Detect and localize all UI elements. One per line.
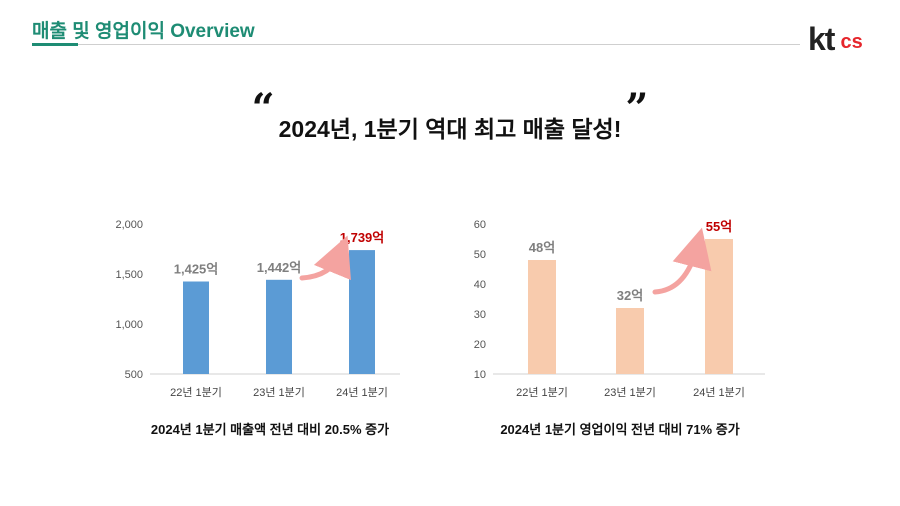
revenue-growth-arrow	[299, 235, 351, 281]
revenue-bar	[349, 250, 375, 374]
page-title: 매출 및 영업이익 Overview	[32, 21, 255, 42]
logo-kt-text: kt	[808, 21, 835, 57]
close-quote-mark: ”	[625, 85, 649, 132]
revenue-bar	[183, 281, 209, 374]
revenue-category-label: 22년 1분기	[170, 386, 222, 399]
headline-text: 2024년, 1분기 역대 최고 매출 달성!	[278, 116, 622, 142]
title-underline-accent	[32, 43, 78, 46]
title-divider	[78, 44, 800, 45]
revenue-bar	[266, 279, 292, 374]
revenue-data-label: 1,425억	[174, 262, 219, 277]
headline: “ 2024년, 1분기 역대 최고 매출 달성! ”	[0, 85, 900, 144]
revenue-ytick-label: 500	[125, 369, 143, 381]
logo-cs-text: cs	[840, 31, 863, 53]
revenue-caption: 2024년 1분기 매출액 전년 대비 20.5% 증가	[150, 422, 390, 437]
kt-cs-logo: kt cs	[808, 20, 863, 57]
revenue-data-label: 1,739억	[340, 230, 385, 245]
open-quote-mark: “	[251, 85, 275, 132]
revenue-ytick-label: 2,000	[115, 219, 143, 231]
revenue-category-label: 24년 1분기	[336, 386, 388, 399]
revenue-data-label: 1,442억	[257, 260, 302, 275]
revenue-ytick-label: 1,500	[115, 269, 143, 281]
revenue-ytick-label: 1,000	[115, 319, 143, 331]
profit-caption: 2024년 1분기 영업이익 전년 대비 71% 증가	[500, 422, 740, 437]
revenue-category-label: 23년 1분기	[253, 386, 305, 399]
